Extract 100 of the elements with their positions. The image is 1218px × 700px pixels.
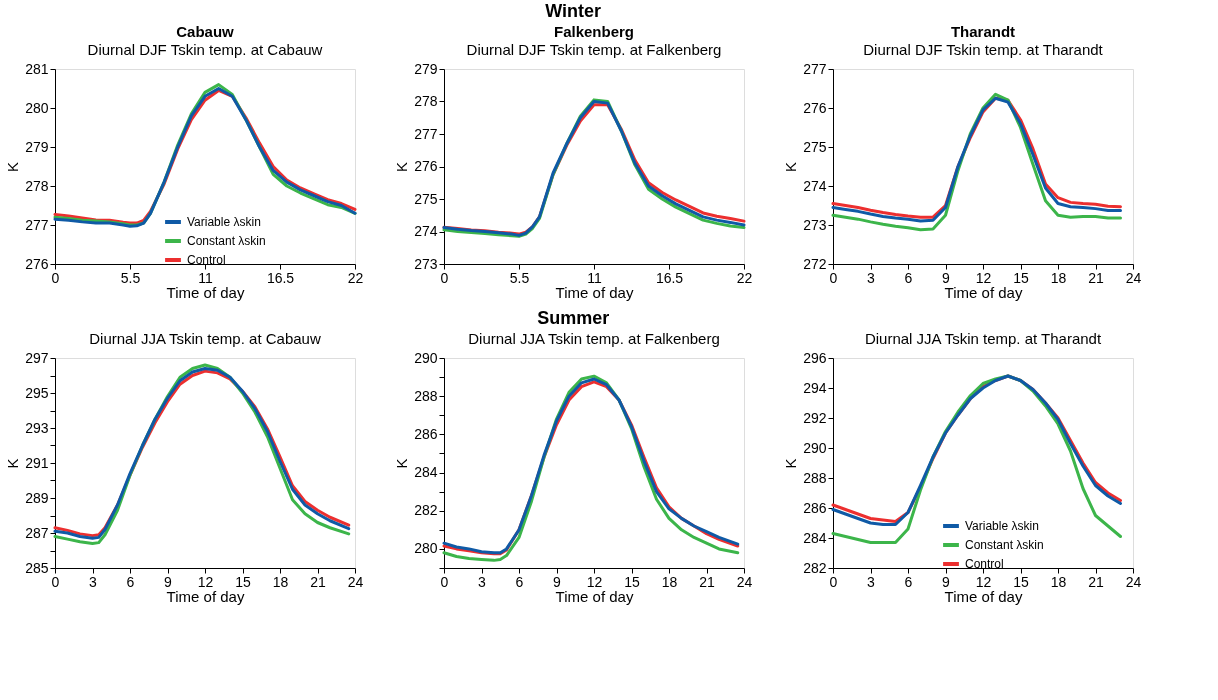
x-tick-label: 15 xyxy=(235,573,251,590)
y-tick-label: 278 xyxy=(25,177,49,194)
y-tick-label: 279 xyxy=(25,138,49,155)
x-tick-label: 24 xyxy=(347,573,364,590)
x-tick-label: 12 xyxy=(197,573,214,590)
x-tick-label: 3 xyxy=(478,573,487,590)
y-tick-label: 274 xyxy=(803,177,827,194)
x-tick-label: 21 xyxy=(1088,269,1104,286)
x-axis-title: Time of day xyxy=(944,283,1023,301)
y-axis-title: K xyxy=(393,161,411,173)
x-tick-label: 12 xyxy=(975,269,992,286)
y-tick-label: 288 xyxy=(414,387,438,404)
x-tick-label: 15 xyxy=(624,573,640,590)
y-axis-title: K xyxy=(4,458,22,469)
chart-title: Diurnal JJA Tskin temp. at Cabauw xyxy=(89,330,321,347)
x-tick-label: 5.5 xyxy=(509,269,530,286)
x-tick-label: 3 xyxy=(867,269,876,286)
x-tick-label: 12 xyxy=(586,573,603,590)
x-tick-label: 18 xyxy=(272,573,289,590)
x-tick-label: 24 xyxy=(1125,269,1142,286)
chart-subtitle: Diurnal DJF Tskin temp. at Cabauw xyxy=(87,41,323,58)
x-tick-label: 6 xyxy=(904,573,913,590)
x-tick-label: 0 xyxy=(440,269,449,286)
chart-title: Falkenberg xyxy=(553,23,635,40)
y-tick-label: 284 xyxy=(414,464,438,481)
x-tick-label: 18 xyxy=(1050,573,1067,590)
x-axis-title: Time of day xyxy=(166,283,245,301)
y-axis-title: K xyxy=(4,161,22,173)
y-tick-label: 290 xyxy=(414,349,438,366)
y-tick-label: 291 xyxy=(25,454,49,471)
y-tick-label: 275 xyxy=(803,138,827,155)
chart-title: Tharandt xyxy=(950,23,1016,40)
x-tick-label: 9 xyxy=(942,269,951,286)
y-tick-label: 275 xyxy=(414,190,438,207)
y-tick-label: 286 xyxy=(414,425,438,442)
x-tick-label: 6 xyxy=(126,573,135,590)
x-axis-title: Time of day xyxy=(166,587,245,605)
x-tick-label: 11 xyxy=(198,269,213,286)
y-axis-title: K xyxy=(782,161,800,173)
x-tick-label: 16.5 xyxy=(266,269,295,286)
legend-label: Variable λskin xyxy=(187,215,261,229)
text: Summer xyxy=(537,307,610,328)
y-tick-label: 276 xyxy=(414,158,438,174)
x-tick-label: 18 xyxy=(661,573,678,590)
x-tick-label: 12 xyxy=(975,573,992,590)
legend-label: Control xyxy=(187,253,226,267)
y-tick-label: 274 xyxy=(414,223,438,239)
chart-subtitle: Diurnal DJF Tskin temp. at Tharandt xyxy=(863,41,1104,58)
y-tick-label: 286 xyxy=(803,499,827,516)
x-tick-label: 3 xyxy=(867,573,876,590)
y-tick-label: 284 xyxy=(803,529,827,546)
y-tick-label: 277 xyxy=(25,216,49,233)
x-axis-title: Time of day xyxy=(555,587,634,605)
x-tick-label: 3 xyxy=(89,573,98,590)
x-tick-label: 0 xyxy=(51,269,60,286)
x-tick-label: 24 xyxy=(1125,573,1142,590)
x-tick-label: 9 xyxy=(164,573,173,590)
y-tick-label: 297 xyxy=(25,349,49,366)
y-tick-label: 282 xyxy=(414,502,438,519)
y-tick-label: 280 xyxy=(25,99,49,116)
y-tick-label: 293 xyxy=(25,419,49,436)
y-tick-label: 285 xyxy=(25,559,49,576)
legend-label: Control xyxy=(965,557,1004,571)
y-tick-label: 294 xyxy=(803,379,827,396)
x-tick-label: 0 xyxy=(440,573,449,590)
y-tick-label: 276 xyxy=(803,99,827,116)
legend-label: Variable λskin xyxy=(965,519,1039,533)
chart-title: Diurnal JJA Tskin temp. at Falkenberg xyxy=(468,330,720,347)
y-tick-label: 296 xyxy=(803,349,827,366)
y-tick-label: 295 xyxy=(25,384,49,401)
x-tick-label: 6 xyxy=(904,269,913,286)
chart-subtitle: Diurnal DJF Tskin temp. at Falkenberg xyxy=(466,41,722,58)
x-tick-label: 16.5 xyxy=(655,269,684,286)
x-tick-label: 0 xyxy=(829,573,838,590)
x-tick-label: 15 xyxy=(1013,573,1029,590)
x-tick-label: 11 xyxy=(587,269,602,286)
x-tick-label: 24 xyxy=(736,573,753,590)
x-tick-label: 6 xyxy=(515,573,524,590)
x-tick-label: 22 xyxy=(347,269,364,286)
y-tick-label: 290 xyxy=(803,439,827,456)
x-tick-label: 5.5 xyxy=(120,269,141,286)
x-tick-label: 9 xyxy=(942,573,951,590)
chart-title: Diurnal JJA Tskin temp. at Tharandt xyxy=(864,330,1102,347)
legend-label: Constant λskin xyxy=(187,234,266,248)
x-tick-label: 0 xyxy=(829,269,838,286)
y-tick-label: 272 xyxy=(803,255,827,272)
y-tick-label: 288 xyxy=(803,469,827,486)
y-tick-label: 277 xyxy=(803,60,827,77)
y-tick-label: 276 xyxy=(25,255,49,272)
y-tick-label: 281 xyxy=(25,60,49,77)
y-tick-label: 280 xyxy=(414,540,438,557)
y-tick-label: 292 xyxy=(803,409,827,426)
y-tick-label: 278 xyxy=(414,93,438,109)
x-tick-label: 18 xyxy=(1050,269,1067,286)
y-tick-label: 289 xyxy=(25,489,49,506)
x-tick-label: 22 xyxy=(736,269,753,286)
y-axis-title: K xyxy=(782,458,800,469)
x-axis-title: Time of day xyxy=(555,283,634,301)
x-axis-title: Time of day xyxy=(944,587,1023,605)
y-tick-label: 279 xyxy=(414,60,438,77)
